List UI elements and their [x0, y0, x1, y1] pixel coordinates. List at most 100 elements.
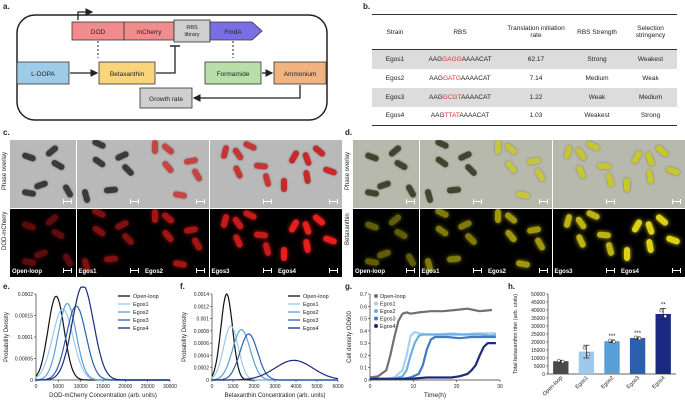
bacterial-cell: [446, 186, 461, 194]
panel-label-g: g.: [345, 282, 353, 291]
bacterial-cell: [152, 140, 158, 154]
bacterial-cell: [433, 209, 450, 219]
bacterial-cell: [515, 259, 531, 269]
bacterial-cell: [645, 169, 655, 185]
y-axis-title: Probability Density: [4, 312, 10, 362]
bacterial-cell: [161, 159, 175, 175]
bacterial-cell: [574, 215, 587, 231]
cell-stringency: Weakest: [637, 55, 664, 63]
legend-label: Egos2: [303, 310, 319, 316]
scale-bar: [129, 268, 139, 273]
bacterial-cell: [120, 162, 135, 178]
legend-label: Egos3: [133, 318, 149, 324]
x-tick-label: 10: [411, 384, 417, 390]
series-line-open-loop: [211, 293, 338, 381]
panel-label-c: c.: [3, 128, 10, 137]
bacterial-cell: [515, 190, 531, 200]
x-tick-label: 30000: [163, 384, 177, 390]
cell-strain: Egos3: [385, 93, 405, 101]
cell-rbs: AAGGAGGAAAACAT: [428, 55, 492, 63]
legend-label: Egos1: [380, 302, 396, 308]
bacterial-cell: [33, 179, 49, 191]
x-tick-label: 30: [497, 384, 503, 390]
bacterial-cell: [231, 164, 244, 180]
bacterial-cell: [393, 227, 409, 241]
series-line-egos4: [212, 359, 339, 381]
y-tick-label: 0.1: [360, 366, 367, 372]
legend-marker: [374, 294, 378, 298]
bacterial-cell: [463, 231, 478, 247]
bar-egos3: [629, 338, 646, 374]
cell-rate: 1.03: [502, 106, 570, 126]
legend-label: Open-loop: [380, 294, 406, 300]
bacterial-cell: [113, 219, 130, 231]
legend-label: Egos3: [303, 318, 319, 324]
bacterial-cell: [190, 236, 204, 252]
y-tick-label: 0.4: [360, 329, 367, 335]
legend-label: Open-loop: [133, 294, 159, 300]
data-point: [561, 359, 565, 364]
bacterial-cell: [604, 241, 615, 257]
data-point: [557, 358, 561, 363]
bacterial-cell: [302, 238, 312, 254]
bacterial-cell: [183, 156, 199, 166]
x-axis-title: Betaxanthin Concentration (arb. units): [224, 393, 325, 399]
legend-label: Egos3: [380, 317, 396, 323]
panel-label-h: h.: [508, 282, 516, 291]
bacterial-cell: [21, 188, 37, 198]
x-tick-label: 0: [369, 384, 372, 390]
rbs-label: RBS library: [185, 25, 200, 38]
fmda-label: FmdA: [224, 29, 242, 36]
x-tick-label: 2000: [248, 384, 259, 390]
x-axis-title: DOD-mCherry Concentration (arb. units): [49, 393, 157, 399]
bacterial-cell: [219, 213, 230, 229]
rbs-mutation: GAGG: [442, 55, 462, 63]
micro-grid-c: Open-loop Egos1 Egos2 Egos3 Egos4: [10, 140, 342, 278]
phase-panel-egos1: [76, 140, 143, 208]
growth-line-egos3: [370, 335, 496, 380]
strain-label: Egos2: [145, 269, 164, 275]
panel-label-a: a.: [3, 2, 10, 11]
bacterial-cell: [433, 140, 450, 150]
formamide-label: Formamide: [217, 71, 250, 78]
x-tick-label: 4000: [290, 384, 301, 390]
bacterial-cell: [456, 150, 473, 162]
growth-rate-node: [139, 87, 193, 109]
bacterial-cell: [44, 213, 60, 227]
scale-bar: [672, 199, 681, 204]
x-tick-label: 3000: [269, 384, 280, 390]
col-stringency: Selection stringency: [624, 14, 677, 50]
rbs-mutation: GATG: [442, 74, 461, 82]
strain-label: Egos4: [278, 269, 297, 275]
strain-label: Open-loop: [12, 269, 42, 275]
phase-panel-egos2: [143, 140, 209, 208]
growth-line-open-loop: [369, 307, 493, 379]
bacterial-cell: [113, 150, 130, 162]
chart-f: 0 0.0002 0.0004 0.0006 0.0008 0.001 0.0012 0.00…: [182, 292, 344, 399]
cell-stringency: Strong: [624, 106, 677, 126]
bacterial-cell: [434, 224, 449, 238]
legend-label: Egos2: [133, 310, 149, 316]
x-tick-label: 0: [35, 384, 38, 390]
y-tick-label: 0.00015: [15, 314, 33, 320]
bacterial-cell: [596, 162, 611, 170]
bacterial-cell: [574, 233, 587, 249]
bacterial-cell: [596, 231, 611, 239]
bacterial-cell: [21, 220, 37, 232]
x-axis-title: Time(h): [424, 392, 446, 399]
series-line-egos2: [35, 302, 170, 381]
bacterial-cell: [387, 213, 403, 227]
scale-bar: [605, 199, 615, 204]
bacterial-cell: [404, 183, 418, 199]
bacterial-cell: [504, 159, 518, 175]
rbs-mutation: TTAT: [444, 112, 460, 120]
cell-rate: 1.22: [529, 93, 543, 101]
bacterial-cell: [654, 213, 670, 227]
data-point: [608, 338, 612, 343]
cell-stringency: Medium: [638, 93, 663, 101]
cell-strength: Medium: [585, 74, 609, 82]
x-tick-label: 1000: [227, 384, 238, 390]
y-tick-label: 0.0012: [194, 304, 210, 310]
col-strength: RBS Strength: [570, 14, 624, 50]
cell-strain: Egos1: [385, 55, 405, 63]
